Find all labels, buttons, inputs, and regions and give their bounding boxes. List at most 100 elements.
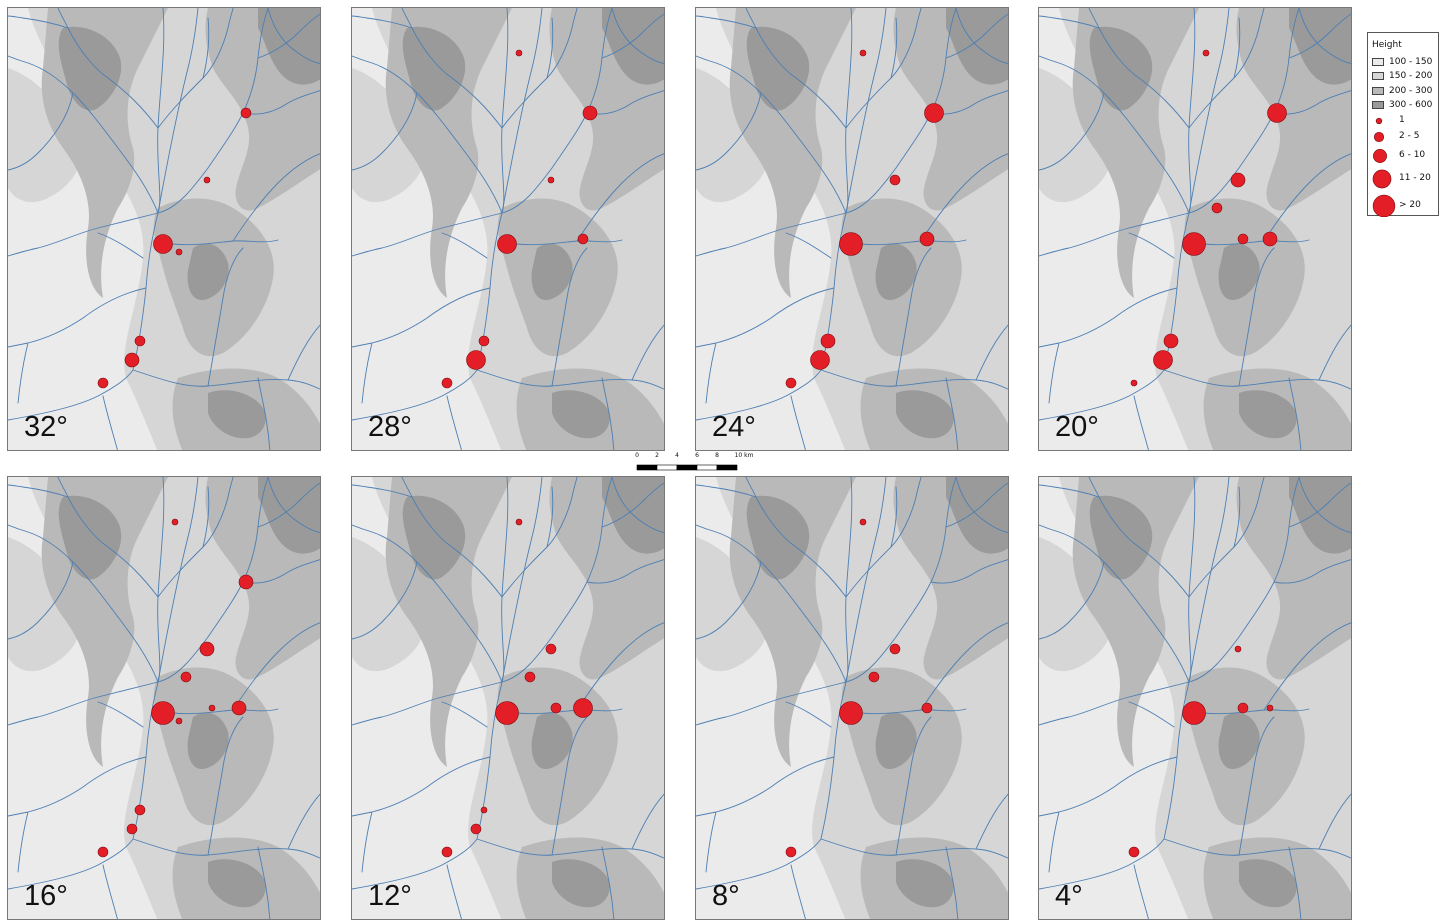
river <box>1088 477 1190 598</box>
river <box>1233 17 1241 79</box>
river <box>1088 8 1190 129</box>
river <box>631 324 664 381</box>
site-marker <box>1211 202 1223 214</box>
river <box>820 369 1008 390</box>
site-marker <box>839 701 863 725</box>
site-marker <box>495 701 519 725</box>
scale-tick-label: 6 <box>695 452 699 459</box>
river <box>8 212 159 257</box>
river <box>257 377 271 450</box>
terrain-zone-300-600 <box>402 8 664 439</box>
river <box>975 793 1008 850</box>
panel-label: 4° <box>1055 880 1083 912</box>
site-marker <box>919 231 935 247</box>
river <box>132 369 320 390</box>
river <box>1163 369 1351 390</box>
site-marker <box>1163 333 1179 349</box>
site-marker <box>1267 103 1287 123</box>
site-marker <box>1182 232 1206 256</box>
river <box>945 846 959 919</box>
river <box>8 484 69 498</box>
river <box>157 477 234 598</box>
river <box>352 681 503 726</box>
river <box>8 561 74 640</box>
river <box>601 13 664 59</box>
river <box>631 793 664 850</box>
site-marker <box>478 335 490 347</box>
site-marker <box>889 174 901 186</box>
river <box>8 92 74 171</box>
map-legend: Height 100 - 150 150 - 200 200 - 300 300… <box>1367 32 1439 217</box>
river <box>1238 247 1275 387</box>
site-marker <box>545 643 557 655</box>
site-marker <box>126 823 138 835</box>
river <box>1298 477 1351 534</box>
river <box>501 477 543 683</box>
river <box>352 15 413 29</box>
map-panel-20: 20° <box>1038 7 1352 451</box>
legend-size-label: 6 - 10 <box>1399 150 1426 160</box>
river <box>1039 561 1105 640</box>
river <box>696 15 757 29</box>
legend-height-label: 200 - 300 <box>1389 86 1433 96</box>
site-marker <box>573 698 593 718</box>
terrain-map <box>8 8 320 450</box>
river <box>1039 15 1100 29</box>
river <box>501 8 543 214</box>
panel-label: 32° <box>24 411 68 443</box>
river <box>601 377 615 450</box>
site-marker <box>180 671 192 683</box>
river <box>696 756 835 817</box>
map-panel-32: 32° <box>7 7 321 451</box>
site-marker <box>524 671 536 683</box>
terrain-map <box>696 8 1008 450</box>
river <box>352 756 491 817</box>
terrain-zone-300-600 <box>58 477 320 908</box>
river <box>1039 287 1178 348</box>
scale-tick-label: 4 <box>675 452 679 459</box>
river <box>242 90 320 115</box>
site-marker <box>1128 846 1140 858</box>
river <box>611 477 664 534</box>
river <box>696 212 847 257</box>
river <box>745 477 847 598</box>
river <box>352 212 503 257</box>
river <box>1039 92 1105 171</box>
river <box>157 477 199 683</box>
legend-site-dot <box>1373 131 1385 143</box>
site-marker <box>466 350 486 370</box>
river <box>1273 559 1351 584</box>
river <box>267 477 320 534</box>
river <box>945 377 959 450</box>
river <box>611 8 664 65</box>
site-marker <box>550 702 562 714</box>
scale-tick-label: 8 <box>715 452 719 459</box>
map-panel-28: 28° <box>351 7 665 451</box>
river <box>441 701 488 728</box>
river <box>8 681 159 726</box>
site-marker <box>515 518 523 526</box>
site-marker <box>1237 702 1249 714</box>
river <box>1128 232 1175 259</box>
terrain-map <box>696 477 1008 919</box>
river <box>1298 8 1351 65</box>
terrain-zone-200-300 <box>729 477 1008 919</box>
river <box>586 90 664 115</box>
river <box>102 864 118 919</box>
river <box>132 838 320 859</box>
river <box>696 484 757 498</box>
river <box>1288 377 1302 450</box>
river <box>8 756 147 817</box>
river <box>1163 838 1351 859</box>
river <box>157 8 199 214</box>
river <box>1288 846 1302 919</box>
site-marker <box>97 377 109 389</box>
river <box>696 561 762 640</box>
map-panel-24: 24° <box>695 7 1009 451</box>
river <box>890 17 898 79</box>
river <box>8 15 69 29</box>
terrain-zone-200-300 <box>1072 477 1351 919</box>
site-marker <box>497 234 517 254</box>
terrain-zone-300-600 <box>746 8 1008 439</box>
map-panel-12: 12° <box>351 476 665 920</box>
